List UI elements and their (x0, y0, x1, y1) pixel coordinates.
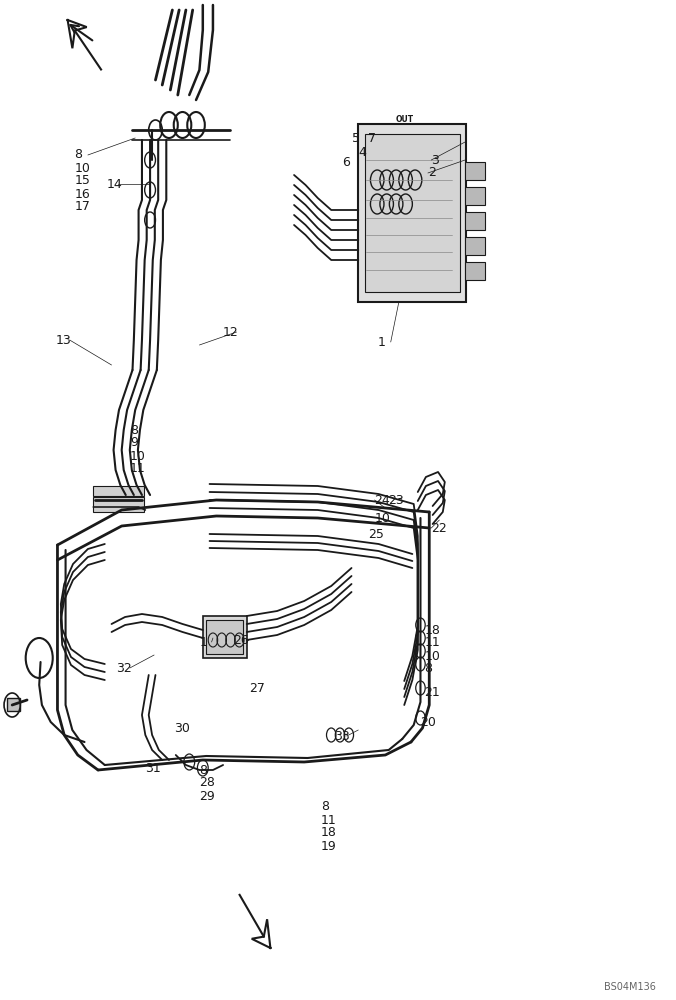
Text: 2: 2 (428, 166, 436, 180)
Text: 28: 28 (199, 776, 215, 790)
Text: 25: 25 (368, 528, 383, 542)
Text: 30: 30 (174, 722, 190, 734)
Text: 20: 20 (420, 716, 436, 730)
Text: 8: 8 (425, 662, 433, 676)
Text: 26: 26 (233, 634, 249, 647)
Text: 14: 14 (107, 178, 122, 190)
Text: 1: 1 (199, 636, 208, 648)
Text: 19: 19 (321, 840, 337, 852)
Bar (465, 237, 485, 255)
Text: 18: 18 (425, 624, 440, 637)
Text: 15: 15 (74, 174, 90, 188)
Text: 3: 3 (431, 153, 439, 166)
Bar (206, 620, 243, 654)
Bar (7, 698, 20, 711)
Text: 21: 21 (425, 686, 440, 700)
Text: 13: 13 (55, 334, 71, 347)
Text: 10: 10 (130, 450, 145, 462)
Text: 11: 11 (130, 462, 145, 476)
Text: 8: 8 (74, 148, 82, 161)
Bar (465, 262, 485, 280)
Text: 27: 27 (249, 682, 264, 694)
Bar (465, 187, 485, 205)
Text: 12: 12 (223, 326, 239, 338)
Text: 33: 33 (334, 730, 349, 742)
Text: 24: 24 (375, 493, 390, 506)
Bar (358, 124, 466, 302)
Text: BS04M136: BS04M136 (604, 982, 656, 992)
Text: 22: 22 (431, 522, 447, 534)
Text: 8: 8 (321, 800, 329, 812)
Text: 5: 5 (352, 131, 360, 144)
Bar (365, 134, 460, 292)
Bar (93, 497, 144, 512)
Text: 31: 31 (145, 762, 161, 774)
Bar (203, 616, 247, 658)
Text: 7: 7 (368, 131, 377, 144)
Text: 29: 29 (199, 790, 215, 802)
Text: 10: 10 (425, 650, 440, 662)
Text: 23: 23 (388, 493, 404, 506)
Text: 10: 10 (74, 161, 90, 174)
Text: 8: 8 (199, 764, 208, 776)
Text: 10: 10 (375, 512, 390, 524)
Text: 6: 6 (342, 155, 350, 168)
Text: 32: 32 (116, 662, 132, 674)
Text: 11: 11 (321, 814, 337, 826)
Text: 8: 8 (130, 424, 138, 436)
Text: OUT: OUT (395, 115, 413, 124)
Text: 9: 9 (130, 436, 138, 450)
Text: 16: 16 (74, 188, 90, 200)
Text: 1: 1 (377, 336, 385, 349)
Bar (465, 162, 485, 180)
Text: 11: 11 (425, 637, 440, 650)
Text: 17: 17 (74, 200, 90, 214)
Bar (465, 212, 485, 230)
Text: 4: 4 (358, 145, 366, 158)
Text: 18: 18 (321, 826, 337, 840)
Bar (93, 486, 144, 496)
